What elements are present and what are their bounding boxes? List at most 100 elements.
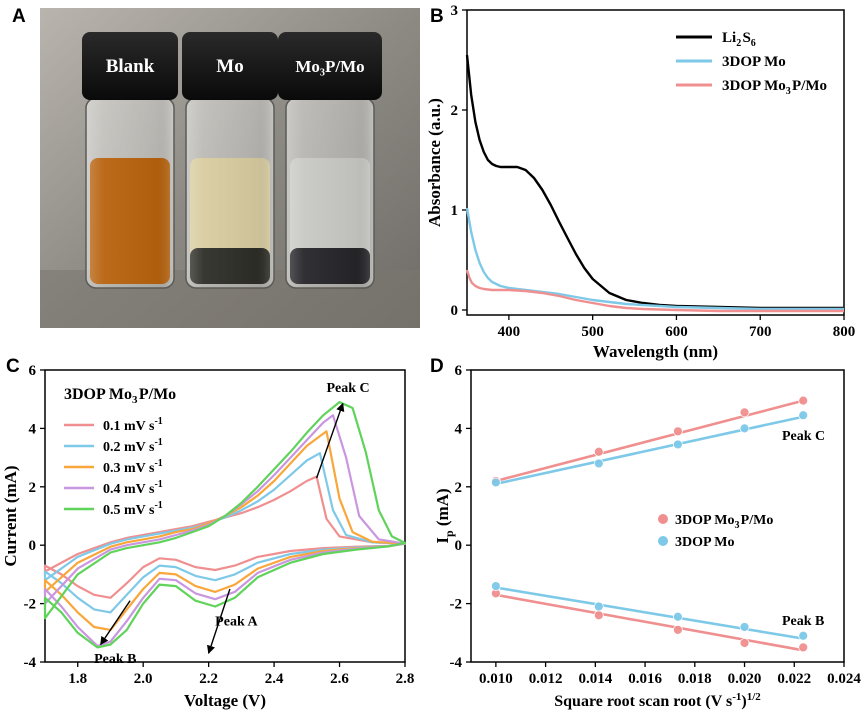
legend-label: 3DOP Mo3 P/Mo — [675, 513, 773, 531]
x-tick-label: 600 — [665, 324, 688, 340]
data-point — [672, 426, 683, 437]
data-point — [672, 439, 683, 450]
y-axis-label: Ip (mA) — [433, 488, 456, 543]
data-point — [798, 395, 809, 406]
vial-cap-label: Mo — [216, 56, 243, 77]
data-point — [798, 410, 809, 421]
y-tick-label: -4 — [450, 655, 463, 671]
y-axis-label: Absorbance (a.u.) — [425, 98, 444, 227]
y-tick-label: 4 — [29, 421, 37, 437]
vial-mo: Mo — [182, 32, 278, 289]
series-line — [465, 269, 844, 313]
legend-label: 0.5 mV s-1 — [103, 500, 163, 518]
legend-label: 3DOP Mo — [675, 535, 735, 550]
x-tick-label: 0.024 — [827, 671, 861, 687]
annotation-peak-c: Peak C — [782, 429, 825, 444]
x-tick-label: 0.018 — [678, 671, 712, 687]
y-axis-label: Current (mA) — [1, 465, 20, 566]
panel-label-a: A — [12, 6, 26, 27]
peak-c-arrow — [315, 402, 345, 479]
peak-b-arrow — [100, 600, 131, 646]
series-line — [465, 207, 844, 311]
y-tick-label: 0 — [455, 538, 463, 554]
panel-label-b: B — [430, 6, 444, 27]
x-axis-label: Wavelength (nm) — [593, 342, 718, 361]
data-point — [593, 610, 604, 621]
legend-marker — [658, 514, 668, 524]
x-tick-label: 700 — [749, 324, 772, 340]
data-point — [739, 622, 750, 632]
x-axis-label: Square root scan root (V s-1)1/2 — [554, 691, 761, 710]
fit-line — [495, 593, 804, 652]
vial-photo: Blank Mo Mo₃P/Mo — [40, 8, 420, 328]
y-tick-label: -2 — [24, 597, 37, 613]
x-axis-label: Voltage (V) — [184, 691, 266, 710]
x-tick-label: 0.020 — [728, 671, 762, 687]
y-tick-label: 0 — [29, 538, 37, 554]
x-tick-label: 400 — [498, 324, 521, 340]
x-tick-label: 0.014 — [578, 671, 612, 687]
x-tick-label: 0.012 — [529, 671, 563, 687]
data-point — [593, 446, 604, 457]
data-point — [739, 423, 750, 434]
y-tick-label: 2 — [451, 103, 459, 119]
x-tick-label: 500 — [581, 324, 604, 340]
legend-label: 0.2 mV s-1 — [103, 437, 163, 455]
vial-cap-label: Blank — [106, 56, 155, 77]
vial-cap — [182, 32, 278, 100]
series-line — [465, 54, 844, 310]
fit-line — [495, 399, 804, 483]
x-tick-label: 2.8 — [396, 671, 415, 687]
y-tick-label: 3 — [451, 3, 459, 19]
data-point — [490, 477, 501, 488]
y-tick-label: 0 — [451, 303, 459, 319]
chart-c-cv: 1.8 2.0 2.2 2.4 2.6 2.8 -4 -2 0 2 4 6 Voltage (V) Cur… — [1, 363, 414, 710]
x-tick-label: 2.6 — [330, 671, 349, 687]
data-point — [672, 624, 683, 635]
annotation-peak-b: Peak B — [782, 614, 824, 629]
y-tick-label: -2 — [450, 597, 463, 613]
x-tick-label: 0.016 — [628, 671, 662, 687]
y-tick-label: -4 — [24, 655, 37, 671]
plot-frame — [470, 369, 845, 663]
legend-label: 0.1 mV s-1 — [103, 416, 163, 434]
peak-a-arrow — [207, 588, 231, 655]
cv-curve — [43, 430, 407, 631]
data-point — [798, 630, 809, 641]
annotation-peak-b: Peak B — [94, 652, 136, 667]
legend-label: 3DOP Mo3 P/Mo — [722, 78, 827, 97]
fit-line — [495, 586, 804, 640]
y-tick-label: 6 — [29, 363, 37, 379]
legend-label: 0.4 mV s-1 — [103, 479, 163, 497]
plot-frame — [44, 369, 406, 663]
data-point — [490, 581, 501, 591]
cv-curve — [43, 401, 407, 649]
annotation-peak-a: Peak A — [215, 615, 258, 630]
legend-label: 0.3 mV s-1 — [103, 458, 163, 476]
x-tick-label: 1.8 — [68, 671, 87, 687]
x-tick-label: 0.022 — [777, 671, 811, 687]
data-point — [739, 638, 750, 648]
legend-label: 3DOP Mo — [722, 54, 786, 70]
data-point — [798, 642, 809, 653]
y-tick-label: 4 — [455, 421, 463, 437]
vial-mo3p-mo: Mo₃P/Mo — [278, 32, 382, 289]
x-tick-label: 0.010 — [479, 671, 513, 687]
data-point — [593, 458, 604, 469]
data-point — [672, 611, 683, 622]
data-point — [739, 407, 750, 418]
y-tick-label: 2 — [29, 480, 37, 496]
chart-title: 3DOP Mo3 P/Mo — [64, 386, 176, 406]
chart-b-absorbance: 400 500 600 700 800 0 1 2 3 Wavelength (nm) Absorb… — [425, 3, 855, 361]
vial-cap-label: Mo₃P/Mo — [295, 57, 364, 76]
plot-frame — [466, 9, 845, 316]
vial-cap — [82, 32, 178, 100]
panel-label-d: D — [430, 356, 444, 377]
annotation-peak-c: Peak C — [326, 381, 369, 396]
x-tick-label: 2.4 — [265, 671, 284, 687]
x-tick-label: 2.0 — [134, 671, 153, 687]
x-tick-label: 2.2 — [199, 671, 218, 687]
y-tick-label: 1 — [451, 203, 459, 219]
y-tick-label: 6 — [455, 363, 463, 379]
